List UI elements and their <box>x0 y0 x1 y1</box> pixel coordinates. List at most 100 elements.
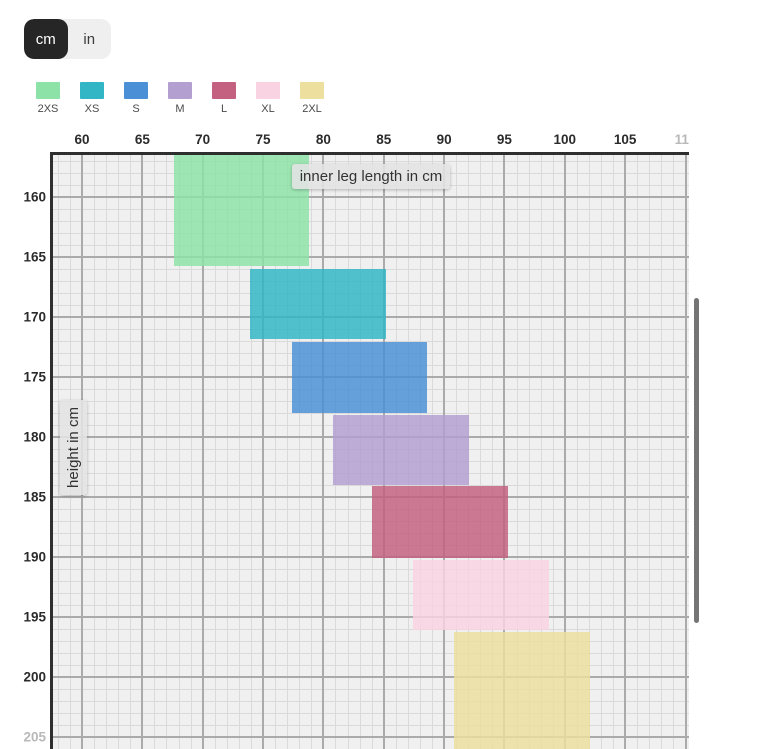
gridline <box>202 155 204 749</box>
y-tick-label: 160 <box>23 189 46 205</box>
gridline <box>287 155 288 749</box>
size-range-rect-2xl[interactable] <box>453 632 591 749</box>
gridline <box>53 509 689 510</box>
gridline <box>53 556 689 558</box>
gridline <box>53 629 689 630</box>
gridline <box>541 155 542 749</box>
x-tick-label: 60 <box>74 132 90 147</box>
gridline <box>53 545 689 546</box>
legend-item-l[interactable]: L <box>202 82 246 115</box>
x-axis-label: inner leg length in cm <box>292 164 450 189</box>
legend-item-s[interactable]: S <box>114 82 158 115</box>
gridline <box>564 155 566 749</box>
gridline <box>275 155 276 749</box>
x-tick-label: 105 <box>613 132 637 147</box>
gridline <box>53 689 689 690</box>
legend-swatch <box>36 82 60 99</box>
gridline <box>53 641 689 642</box>
gridline <box>589 155 590 749</box>
legend-item-2xs[interactable]: 2XS <box>26 82 70 115</box>
gridline <box>53 701 689 702</box>
size-range-rect-s[interactable] <box>292 341 428 413</box>
gridline <box>141 155 143 749</box>
legend-label: S <box>132 103 140 115</box>
legend-swatch <box>212 82 236 99</box>
unit-toggle-cm-button[interactable]: cm <box>24 19 68 59</box>
gridline <box>94 155 95 749</box>
x-tick-label: 100 <box>553 132 577 147</box>
y-axis-tick-labels: 160 165 170 175 180 185 190 195 200 205 <box>0 0 46 749</box>
x-tick-label: 85 <box>376 132 392 147</box>
y-axis-label: height in cm <box>60 400 87 495</box>
legend-item-xl[interactable]: XL <box>246 82 290 115</box>
size-range-rect-2xs[interactable] <box>173 155 309 267</box>
legend-label: 2XS <box>37 103 59 115</box>
gridline <box>322 155 324 749</box>
gridline <box>637 155 638 749</box>
x-axis-label-text: inner leg length in cm <box>299 168 443 185</box>
legend-label: 2XL <box>302 103 322 115</box>
legend-swatch <box>80 82 104 99</box>
size-range-rect-xs[interactable] <box>249 268 387 340</box>
gridline <box>577 155 578 749</box>
unit-toggle-in-button[interactable]: in <box>83 30 96 48</box>
x-tick-label: 95 <box>496 132 512 147</box>
legend-item-2xl[interactable]: 2XL <box>290 82 334 115</box>
legend-label: XS <box>84 103 100 115</box>
gridline <box>53 413 689 414</box>
y-axis-label-text: height in cm <box>65 407 82 488</box>
legend-item-xs[interactable]: XS <box>70 82 114 115</box>
gridline <box>53 605 689 606</box>
y-tick-label: 180 <box>23 429 46 445</box>
gridline <box>53 485 689 486</box>
vertical-scrollbar-thumb[interactable] <box>694 298 699 623</box>
gridline <box>53 533 689 534</box>
x-tick-label: 65 <box>134 132 150 147</box>
gridline <box>53 221 689 222</box>
gridline <box>53 256 689 258</box>
gridline <box>601 155 602 749</box>
gridline <box>53 196 689 198</box>
legend-swatch <box>168 82 192 99</box>
size-range-rect-m[interactable] <box>333 415 470 485</box>
unit-toggle[interactable]: cm in <box>24 19 111 59</box>
gridline <box>239 155 240 749</box>
gridline <box>191 155 192 749</box>
gridline <box>53 245 689 246</box>
legend-swatch <box>300 82 324 99</box>
gridline <box>58 155 59 749</box>
y-tick-label: 170 <box>23 309 46 325</box>
gridline <box>215 155 216 749</box>
gridline <box>517 155 518 749</box>
gridline <box>53 161 689 162</box>
gridline <box>503 155 505 749</box>
x-tick-label: 110 <box>674 132 689 147</box>
legend-item-m[interactable]: M <box>158 82 202 115</box>
plot-grid <box>53 155 689 749</box>
legend-label: XL <box>261 103 275 115</box>
y-tick-label: 165 <box>23 249 46 265</box>
y-tick-label: 195 <box>23 609 46 625</box>
gridline <box>53 496 689 498</box>
gridline <box>53 616 689 618</box>
gridline <box>53 736 689 738</box>
gridline <box>106 155 107 749</box>
gridline <box>154 155 155 749</box>
gridline <box>649 155 650 749</box>
gridline <box>480 155 481 749</box>
size-range-rect-xl[interactable] <box>412 560 550 630</box>
size-chart-plot-area[interactable] <box>50 152 689 749</box>
x-tick-label: 75 <box>255 132 271 147</box>
x-tick-label: 80 <box>315 132 331 147</box>
gridline <box>130 155 131 749</box>
gridline <box>53 676 689 678</box>
gridline <box>53 209 689 210</box>
x-tick-label: 70 <box>195 132 211 147</box>
legend-swatch <box>124 82 148 99</box>
gridline <box>613 155 614 749</box>
legend-swatch <box>256 82 280 99</box>
y-tick-label: 200 <box>23 669 46 685</box>
gridline <box>53 665 689 666</box>
size-range-rect-l[interactable] <box>371 485 509 558</box>
gridline <box>299 155 300 749</box>
